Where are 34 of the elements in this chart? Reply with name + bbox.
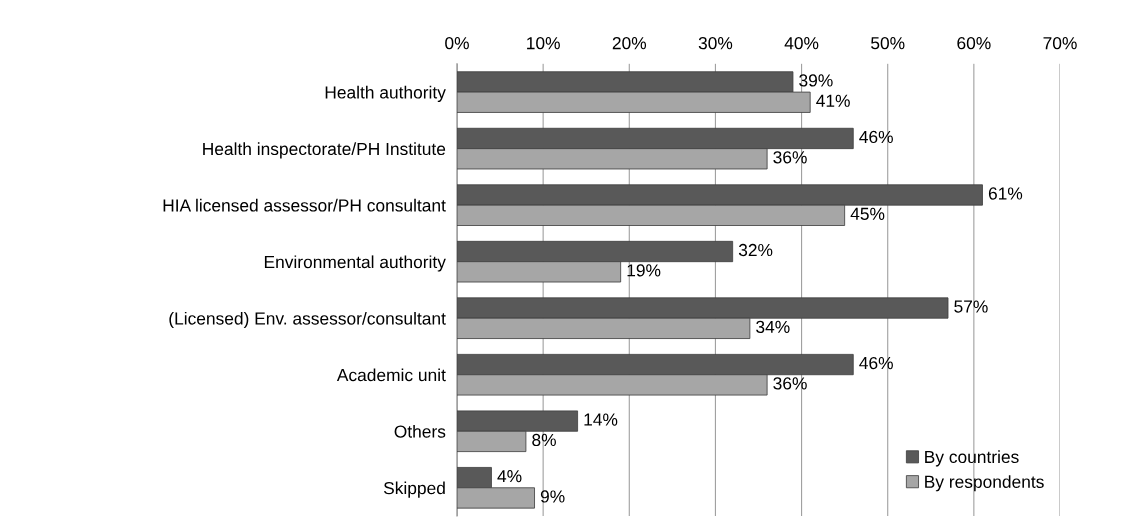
data-label: 57% (954, 300, 988, 313)
x-tick-label: 60% (957, 37, 991, 50)
data-label: 46% (859, 130, 893, 144)
y-tick-label: Environmental authority (264, 255, 446, 272)
data-label: 61% (988, 187, 1023, 200)
x-tick-label: 40% (784, 37, 819, 50)
y-tick-label: Skipped (383, 481, 445, 498)
y-tick-label: Health authority (325, 85, 446, 102)
legend-label: By countries (925, 450, 1019, 467)
data-label: 32% (738, 243, 773, 257)
y-tick-label: HIA licensed assessor/PH consultant (163, 198, 446, 212)
data-label: 34% (756, 320, 790, 334)
data-label: 39% (799, 74, 833, 87)
y-tick-label: (Licensed) Env. assessor/consultant (169, 311, 446, 329)
data-label: 36% (773, 151, 807, 164)
legend-label: By respondents (925, 475, 1044, 492)
y-tick-label: Academic unit (336, 368, 446, 382)
y-tick-label: Health inspectorate/PH Institute (203, 142, 446, 159)
x-tick-label: 0% (445, 37, 469, 50)
data-label: 9% (540, 490, 565, 503)
x-tick-label: 30% (698, 37, 733, 50)
data-label: 36% (773, 377, 807, 390)
data-label: 41% (816, 94, 850, 107)
x-tick-label: 50% (871, 37, 905, 50)
data-label: 19% (627, 264, 661, 277)
y-tick-label: Others (394, 424, 446, 438)
x-tick-label: 10% (527, 37, 560, 50)
data-label: 14% (584, 413, 618, 426)
data-label: 8% (532, 433, 556, 447)
data-label: 45% (850, 207, 885, 220)
x-tick-label: 70% (1043, 37, 1077, 50)
data-label: 4% (497, 470, 522, 483)
data-label: 46% (859, 356, 893, 370)
x-tick-label: 20% (612, 37, 647, 50)
